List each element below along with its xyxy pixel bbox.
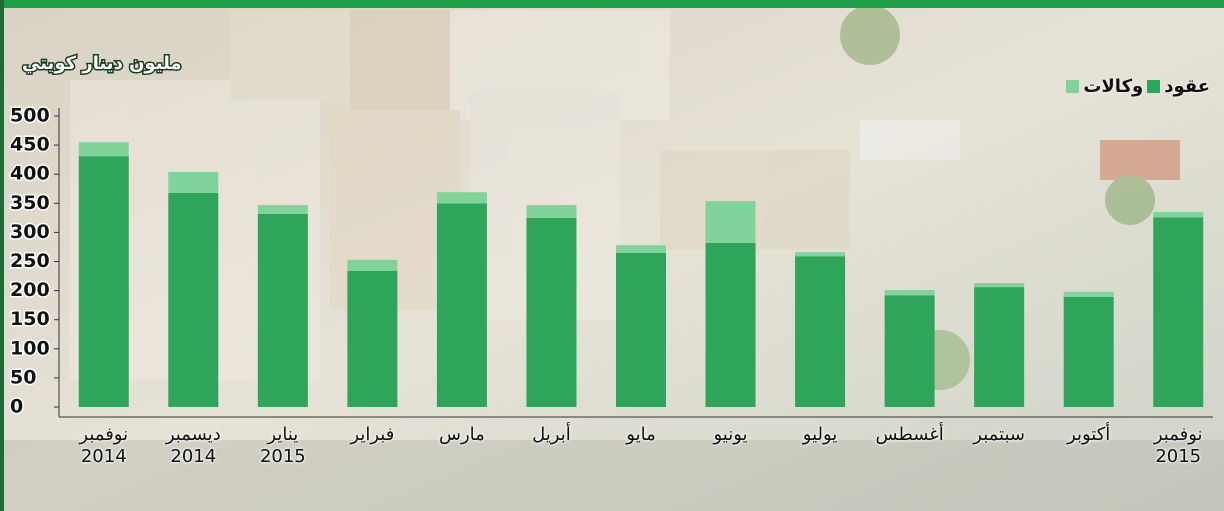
x-tick-label: ديسمبر 2014 (165, 424, 221, 467)
x-tick-label: يناير 2015 (259, 424, 306, 467)
bar-segment (526, 217, 577, 407)
x-tick-label: نوفمبر 2014 (79, 424, 129, 467)
x-tick-label: نوفمبر 2015 (1153, 424, 1203, 467)
y-tick-label: 50 (10, 366, 36, 388)
bar-segment (168, 171, 219, 193)
bar-segment (705, 200, 756, 243)
bar-segment (884, 295, 935, 407)
bar-segment (795, 252, 846, 257)
x-tick-label: أكتوبر (1067, 424, 1111, 445)
y-tick-label: 200 (10, 279, 50, 301)
x-tick-label: مايو (626, 424, 656, 445)
x-tick-label: يونيو (713, 424, 748, 445)
legend-swatch (1147, 80, 1161, 93)
y-tick-label: 500 (10, 105, 50, 127)
bar-segment (168, 192, 219, 407)
bar-segment (1153, 212, 1204, 218)
y-tick-label: 100 (10, 337, 50, 359)
bar-segment (616, 245, 666, 253)
bar-segment (616, 252, 666, 407)
bar-segment (974, 283, 1025, 288)
bar-segment (795, 256, 846, 407)
y-tick-label: 0 (10, 396, 23, 418)
left-border (0, 0, 4, 511)
x-tick-label: سبتمبر (973, 424, 1025, 445)
bar-segment (526, 205, 577, 218)
legend: عقود وكالات (1066, 76, 1210, 97)
legend-label: وكالات (1083, 76, 1144, 97)
bar-segment (257, 205, 308, 214)
bar-segment (436, 192, 487, 204)
y-tick-label: 450 (10, 134, 50, 156)
y-tick-label: 150 (10, 308, 50, 330)
bar-segment (347, 270, 398, 407)
bar-segment (257, 213, 308, 407)
bar-segment (1153, 217, 1204, 407)
bar-segment (78, 142, 129, 157)
bar-segment (884, 290, 935, 296)
y-axis-label: مليون دينار كويتي (22, 53, 182, 74)
x-tick-label: أبريل (532, 424, 571, 445)
bar-segment (974, 287, 1025, 407)
bar-segment (78, 156, 129, 407)
legend-label: عقود (1164, 76, 1210, 97)
x-tick-label: يوليو (802, 424, 838, 445)
x-tick-label: أغسطس (875, 424, 944, 445)
y-tick-label: 300 (10, 221, 50, 243)
bar-segment (347, 259, 398, 271)
y-tick-label: 250 (10, 250, 50, 272)
bar-segment (1063, 297, 1114, 407)
bar-segment (436, 203, 487, 407)
bar-segment (705, 242, 756, 407)
bar-segment (1063, 291, 1114, 298)
x-tick-label: فبراير (350, 424, 395, 445)
legend-swatch (1066, 80, 1080, 93)
y-tick-label: 400 (10, 163, 50, 185)
top-stripe (0, 0, 1224, 8)
y-tick-label: 350 (10, 192, 50, 214)
x-tick-label: مارس (439, 424, 485, 445)
